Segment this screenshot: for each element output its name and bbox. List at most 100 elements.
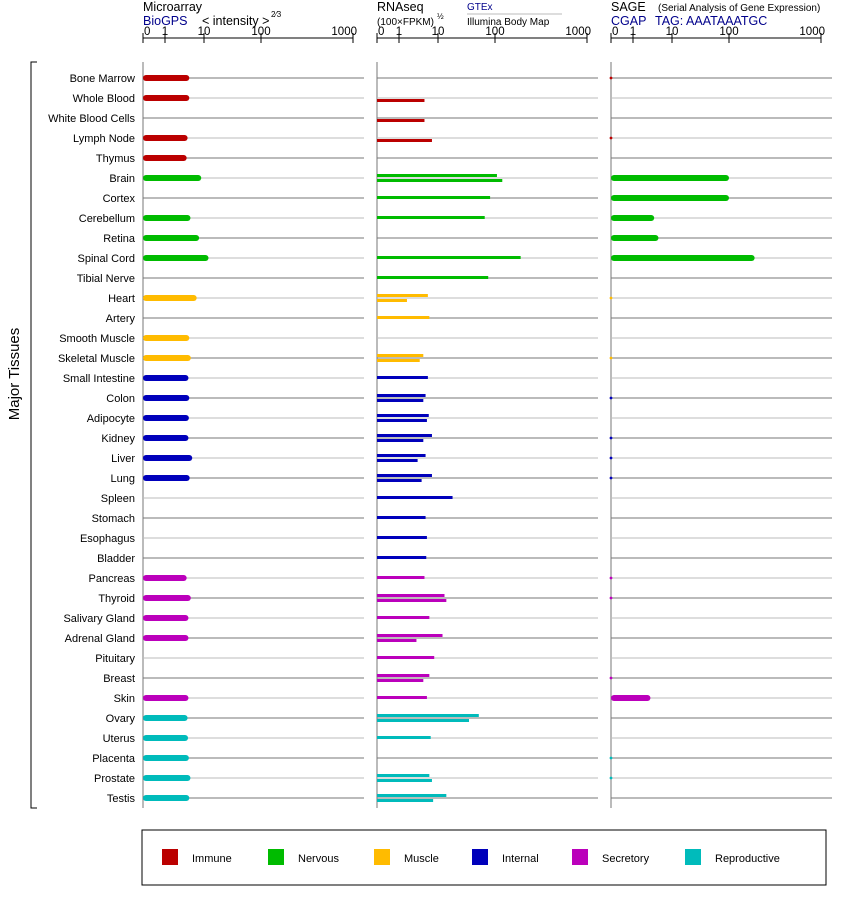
microarray-bar[interactable]: [143, 715, 188, 721]
sage-bar[interactable]: [609, 76, 613, 80]
sage-bar[interactable]: [609, 136, 613, 140]
rnaseq-bar[interactable]: [377, 799, 434, 802]
rnaseq-bar[interactable]: [377, 794, 447, 797]
sage-bar[interactable]: [609, 756, 613, 760]
sage-tag[interactable]: TAG: AAATAAATGC: [655, 14, 767, 28]
rnaseq-bar[interactable]: [377, 414, 429, 417]
microarray-bar[interactable]: [143, 415, 189, 421]
rnaseq-bar[interactable]: [377, 516, 426, 519]
rnaseq-bar[interactable]: [377, 714, 479, 717]
sage-bar[interactable]: [609, 476, 613, 480]
rnaseq-bar[interactable]: [377, 196, 491, 199]
rnaseq-bar[interactable]: [377, 459, 418, 462]
rnaseq-bar[interactable]: [377, 556, 427, 559]
sage-bar[interactable]: [609, 676, 613, 680]
microarray-bar[interactable]: [143, 255, 209, 261]
rnaseq-bar[interactable]: [377, 779, 432, 782]
sage-subtitle: (Serial Analysis of Gene Expression): [658, 3, 820, 14]
rnaseq-bar[interactable]: [377, 696, 427, 699]
legend-swatch-internal: [472, 849, 488, 865]
rnaseq-bar[interactable]: [377, 179, 503, 182]
sage-bar[interactable]: [611, 235, 659, 241]
microarray-bar[interactable]: [143, 455, 193, 461]
rnaseq-bar[interactable]: [377, 536, 427, 539]
rnaseq-source-gtex[interactable]: GTEx: [467, 2, 493, 13]
rnaseq-bar[interactable]: [377, 774, 430, 777]
sage-bar[interactable]: [609, 776, 613, 780]
sage-bar[interactable]: [611, 695, 651, 701]
sage-bar[interactable]: [609, 456, 613, 460]
rnaseq-bar[interactable]: [377, 119, 425, 122]
microarray-bar[interactable]: [143, 135, 188, 141]
rnaseq-bar[interactable]: [377, 719, 470, 722]
sage-bar[interactable]: [611, 255, 755, 261]
rnaseq-bar[interactable]: [377, 439, 424, 442]
rnaseq-bar[interactable]: [377, 256, 521, 259]
rnaseq-bar[interactable]: [377, 399, 424, 402]
rnaseq-bar[interactable]: [377, 394, 426, 397]
rnaseq-bar[interactable]: [377, 316, 430, 319]
microarray-bar[interactable]: [143, 575, 187, 581]
microarray-bar[interactable]: [143, 75, 190, 81]
sage-bar[interactable]: [611, 175, 729, 181]
sage-bar[interactable]: [609, 596, 613, 600]
rnaseq-bar[interactable]: [377, 594, 445, 597]
microarray-bar[interactable]: [143, 635, 189, 641]
rnaseq-bar[interactable]: [377, 616, 430, 619]
rnaseq-bar[interactable]: [377, 419, 427, 422]
microarray-bar[interactable]: [143, 175, 202, 181]
rnaseq-source-illumina[interactable]: Illumina Body Map: [467, 17, 550, 28]
rnaseq-bar[interactable]: [377, 99, 425, 102]
rnaseq-bar[interactable]: [377, 474, 432, 477]
rnaseq-bar[interactable]: [377, 576, 425, 579]
rnaseq-bar[interactable]: [377, 359, 420, 362]
sage-bar[interactable]: [611, 195, 729, 201]
rnaseq-bar[interactable]: [377, 376, 428, 379]
sage-bar[interactable]: [609, 576, 613, 580]
microarray-bar[interactable]: [143, 695, 189, 701]
microarray-bar[interactable]: [143, 155, 187, 161]
sage-bar[interactable]: [609, 396, 613, 400]
microarray-bar[interactable]: [143, 375, 189, 381]
microarray-bar[interactable]: [143, 795, 190, 801]
rnaseq-bar[interactable]: [377, 139, 432, 142]
microarray-bar[interactable]: [143, 775, 191, 781]
microarray-bar[interactable]: [143, 615, 189, 621]
microarray-bar[interactable]: [143, 435, 189, 441]
rnaseq-bar[interactable]: [377, 479, 422, 482]
rnaseq-bar[interactable]: [377, 639, 417, 642]
microarray-bar[interactable]: [143, 395, 190, 401]
microarray-bar[interactable]: [143, 235, 200, 241]
rnaseq-bar[interactable]: [377, 216, 485, 219]
rnaseq-bar[interactable]: [377, 299, 407, 302]
microarray-bar[interactable]: [143, 735, 189, 741]
rnaseq-bar[interactable]: [377, 496, 453, 499]
rnaseq-bar[interactable]: [377, 736, 431, 739]
microarray-source[interactable]: BioGPS: [143, 14, 187, 28]
rnaseq-bar[interactable]: [377, 634, 443, 637]
rnaseq-bar[interactable]: [377, 656, 435, 659]
rnaseq-bar[interactable]: [377, 276, 489, 279]
rnaseq-bar[interactable]: [377, 674, 430, 677]
sage-bar[interactable]: [609, 436, 613, 440]
rnaseq-bar[interactable]: [377, 434, 432, 437]
sage-bar[interactable]: [609, 356, 613, 360]
microarray-bar[interactable]: [143, 595, 191, 601]
tissue-label: Skeletal Muscle: [58, 353, 135, 365]
microarray-bar[interactable]: [143, 755, 189, 761]
sage-bar[interactable]: [611, 215, 655, 221]
rnaseq-bar[interactable]: [377, 294, 428, 297]
microarray-bar[interactable]: [143, 355, 191, 361]
rnaseq-bar[interactable]: [377, 354, 424, 357]
rnaseq-bar[interactable]: [377, 599, 447, 602]
sage-source[interactable]: CGAP: [611, 14, 646, 28]
rnaseq-bar[interactable]: [377, 454, 426, 457]
microarray-bar[interactable]: [143, 215, 191, 221]
sage-bar[interactable]: [609, 296, 613, 300]
microarray-bar[interactable]: [143, 335, 190, 341]
microarray-bar[interactable]: [143, 295, 197, 301]
microarray-bar[interactable]: [143, 95, 190, 101]
microarray-bar[interactable]: [143, 475, 190, 481]
rnaseq-bar[interactable]: [377, 174, 497, 177]
rnaseq-bar[interactable]: [377, 679, 424, 682]
